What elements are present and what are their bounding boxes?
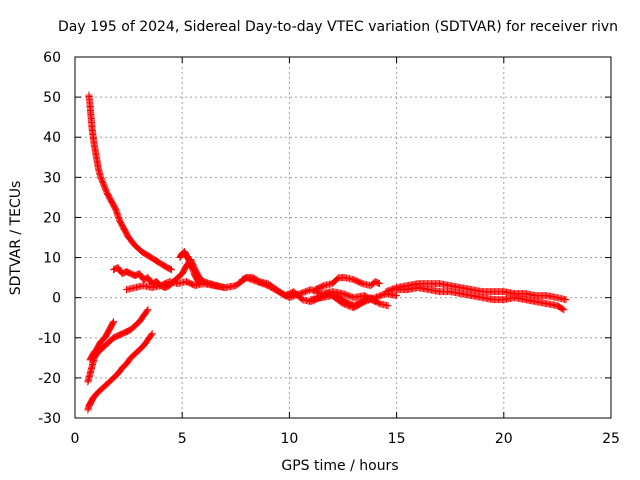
y-tick-label: 10 — [43, 251, 61, 267]
x-tick-label: 15 — [388, 431, 406, 447]
data-point — [148, 330, 156, 338]
series-flat-d — [307, 290, 401, 312]
series-flat-c — [311, 274, 383, 294]
y-tick-label: 50 — [43, 90, 61, 106]
x-axis-title: GPS time / hours — [281, 458, 398, 474]
data-point — [562, 296, 570, 304]
series-tail-b — [393, 284, 568, 314]
data-point — [167, 266, 175, 274]
data-point — [384, 302, 392, 310]
series-rising-mid-branch — [86, 318, 118, 364]
y-tick-label: 20 — [43, 210, 61, 226]
x-tick-label: 25 — [602, 431, 620, 447]
y-tick-label: -20 — [38, 371, 61, 387]
data-series — [84, 91, 570, 414]
x-tick-label: 0 — [71, 431, 80, 447]
y-axis-title: SDTVAR / TECUs — [8, 181, 24, 296]
y-tick-label: 0 — [52, 291, 61, 307]
data-point — [559, 305, 567, 313]
data-point — [375, 280, 383, 288]
data-point — [143, 307, 151, 315]
x-tick-label: 20 — [495, 431, 513, 447]
tick-marks — [74, 56, 612, 419]
y-tick-label: -30 — [38, 411, 61, 427]
data-point — [109, 319, 117, 327]
plot-frame — [74, 56, 612, 419]
data-point — [110, 318, 118, 326]
x-tick-label: 10 — [280, 431, 298, 447]
data-point — [374, 279, 382, 287]
y-tick-labels: -30 -20 -10 0 10 20 30 40 50 60 — [38, 50, 61, 427]
data-point — [393, 292, 401, 300]
series-rising-low — [84, 330, 156, 414]
data-point — [560, 306, 568, 314]
y-tick-label: 30 — [43, 170, 61, 186]
y-tick-label: 60 — [43, 50, 61, 66]
chart-title: Day 195 of 2024, Sidereal Day-to-day VTE… — [58, 19, 618, 35]
grid — [75, 57, 611, 418]
data-point — [147, 331, 155, 339]
series-decaying-high — [85, 91, 175, 274]
x-tick-labels: 0 5 10 15 20 25 — [71, 431, 620, 447]
data-point — [166, 265, 174, 273]
data-point — [144, 306, 152, 314]
y-tick-label: -10 — [38, 331, 61, 347]
y-tick-label: 40 — [43, 130, 61, 146]
x-tick-label: 5 — [178, 431, 187, 447]
